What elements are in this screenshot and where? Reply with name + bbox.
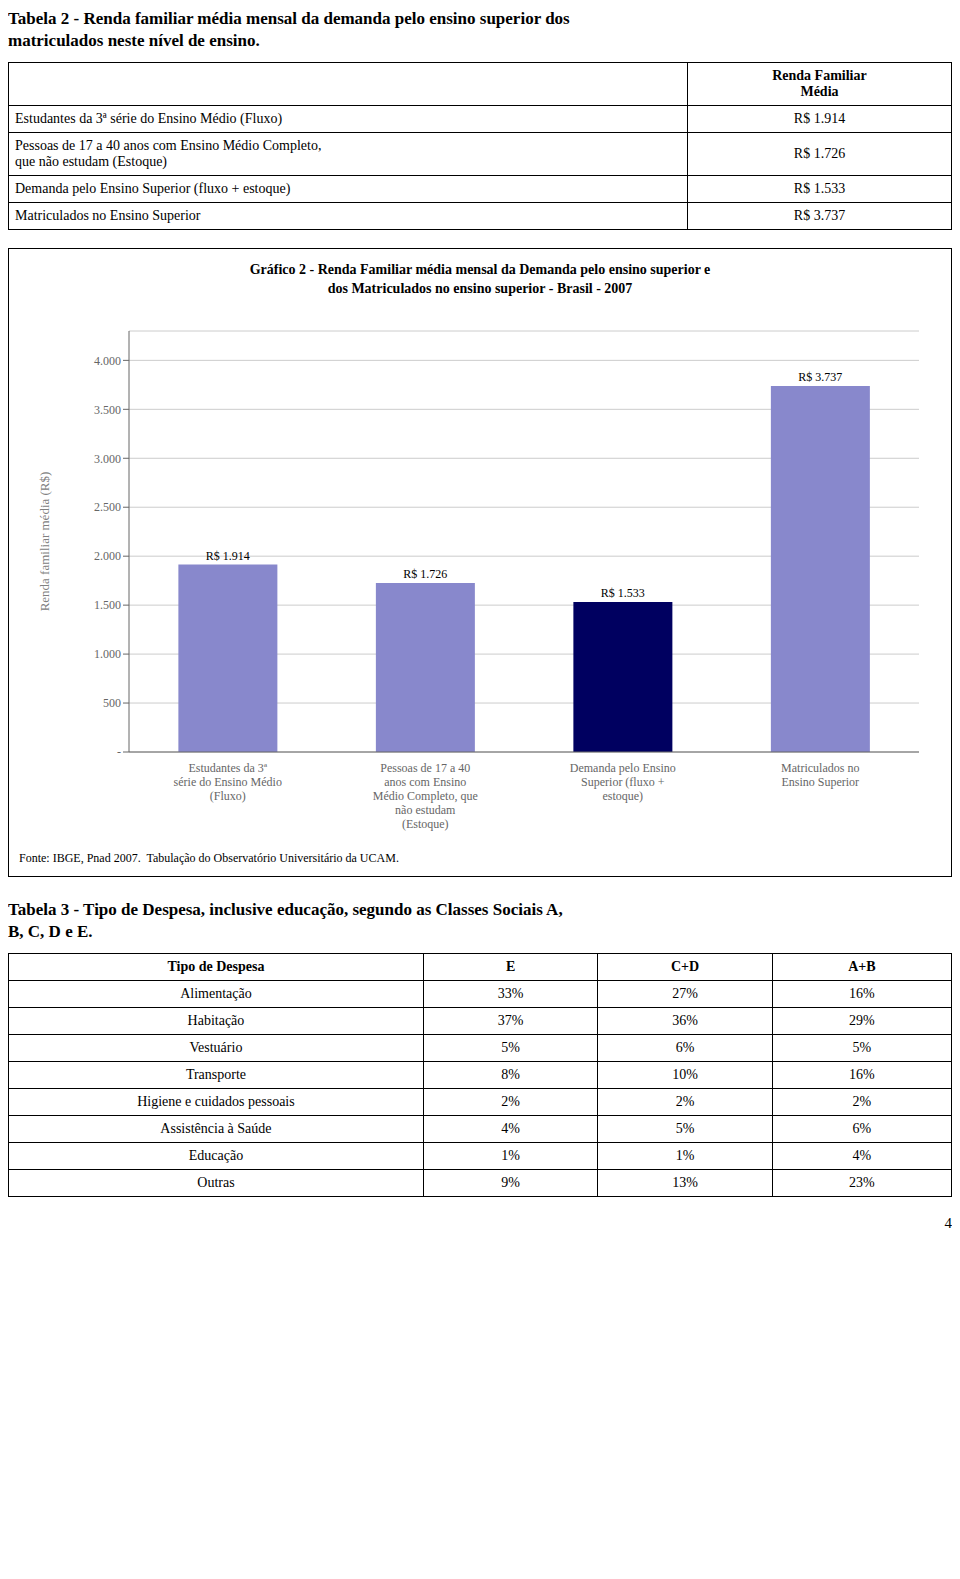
- html-text:4: 4: [944, 1215, 952, 1232]
- html-text:Outras: Outras: [197, 1175, 235, 1191]
- html-text:16%: 16%: [849, 986, 875, 1002]
- svg-text:2.000: 2.000: [94, 549, 121, 563]
- html-text:Pessoas de 17 a 40 anos com En: Pessoas de 17 a 40 anos com Ensino Médio…: [15, 138, 322, 170]
- svg-text:Estudantes da 3ªsérie do Ensin: Estudantes da 3ªsérie do Ensino Médio(Fl…: [174, 761, 282, 803]
- html-text:Tabela 2 - Renda familiar médi: Tabela 2 - Renda familiar média mensal d…: [8, 9, 570, 51]
- html-text:27%: 27%: [672, 986, 698, 1002]
- html-text:2%: 2%: [675, 1094, 695, 1110]
- html-text:13%: 13%: [672, 1175, 698, 1191]
- html-text:Vestuário: Vestuário: [189, 1040, 243, 1056]
- svg-text:2.500: 2.500: [94, 500, 121, 514]
- html-text:4%: 4%: [852, 1148, 872, 1164]
- html-text:29%: 29%: [849, 1013, 875, 1029]
- html-text:Demanda pelo Ensino Superior (: Demanda pelo Ensino Superior (fluxo + es…: [15, 181, 291, 197]
- html-text:Tabela 3 - Tipo de Despesa, in: Tabela 3 - Tipo de Despesa, inclusive ed…: [8, 900, 563, 942]
- html-text:5%: 5%: [675, 1121, 695, 1137]
- svg-text:Matriculados noEnsino Superior: Matriculados noEnsino Superior: [781, 761, 859, 789]
- html-text:5%: 5%: [501, 1040, 520, 1056]
- html-text:16%: 16%: [849, 1067, 875, 1083]
- svg-text:Pessoas de 17 a 40anos com Ens: Pessoas de 17 a 40anos com EnsinoMédio C…: [373, 761, 478, 831]
- html-text:8%: 8%: [501, 1067, 520, 1083]
- html-text:2%: 2%: [852, 1094, 872, 1110]
- svg-text:R$ 1.533: R$ 1.533: [601, 586, 645, 600]
- html-text:2%: 2%: [501, 1094, 520, 1110]
- html-text:4%: 4%: [501, 1121, 520, 1137]
- html-text:Higiene e cuidados pessoais: Higiene e cuidados pessoais: [137, 1094, 295, 1110]
- html-text:Transporte: Transporte: [185, 1067, 246, 1083]
- svg-text:-: -: [117, 745, 121, 759]
- html-text:Fonte: IBGE, Pnad 2007. Tabula: Fonte: IBGE, Pnad 2007. Tabulação do Obs…: [19, 851, 399, 865]
- html-text:R$ 1.726: R$ 1.726: [793, 146, 846, 162]
- html-text:Habitação: Habitação: [187, 1013, 245, 1029]
- html-text:Alimentação: Alimentação: [180, 986, 252, 1002]
- html-text:36%: 36%: [672, 1013, 698, 1029]
- html-text:33%: 33%: [497, 986, 524, 1002]
- html-text:Matriculados no Ensino Superio: Matriculados no Ensino Superior: [15, 208, 201, 224]
- html-text:37%: 37%: [497, 1013, 524, 1029]
- html-text:C+D: C+D: [671, 959, 700, 975]
- html-text:Gráfico 2 - Renda Familiar méd: Gráfico 2 - Renda Familiar média mensal …: [249, 262, 711, 278]
- svg-text:3.500: 3.500: [94, 403, 121, 417]
- html-text:E: E: [506, 959, 516, 975]
- html-text:5%: 5%: [852, 1040, 872, 1056]
- html-text:1%: 1%: [675, 1148, 695, 1164]
- svg-text:Demanda pelo EnsinoSuperior (f: Demanda pelo EnsinoSuperior (fluxo +esto…: [570, 761, 676, 803]
- svg-text:R$ 1.914: R$ 1.914: [206, 549, 250, 563]
- html-text:Tipo de Despesa: Tipo de Despesa: [167, 959, 265, 975]
- svg-text:1.000: 1.000: [94, 647, 121, 661]
- html-text:9%: 9%: [501, 1175, 520, 1191]
- html-text:Assistência à Saúde: Assistência à Saúde: [160, 1121, 272, 1137]
- html-text:23%: 23%: [849, 1175, 875, 1191]
- svg-text:R$ 3.737: R$ 3.737: [798, 370, 842, 384]
- html-text:R$ 1.914: R$ 1.914: [793, 111, 846, 127]
- svg-text:500: 500: [103, 696, 121, 710]
- html-text:R$ 3.737: R$ 3.737: [793, 208, 846, 224]
- html-text:6%: 6%: [675, 1040, 695, 1056]
- html-text:Educação: Educação: [188, 1148, 244, 1164]
- html-text:A+B: A+B: [848, 959, 876, 975]
- svg-text:Renda familiar média (R$): Renda familiar média (R$): [37, 472, 52, 612]
- html-text:Renda Familiar Média: Renda Familiar Média: [772, 68, 867, 100]
- svg-text:3.000: 3.000: [94, 452, 121, 466]
- html-text:dos Matriculados no ensino sup: dos Matriculados no ensino superior - Br…: [327, 281, 633, 297]
- html-text:Estudantes da 3ª série do Ensi: Estudantes da 3ª série do Ensino Médio (…: [15, 111, 283, 127]
- html-text:R$ 1.533: R$ 1.533: [793, 181, 846, 197]
- svg-text:R$ 1.726: R$ 1.726: [403, 567, 447, 581]
- html-text:10%: 10%: [672, 1067, 698, 1083]
- svg-text:4.000: 4.000: [94, 354, 121, 368]
- html-text:6%: 6%: [852, 1121, 872, 1137]
- svg-text:1.500: 1.500: [94, 598, 121, 612]
- html-text:1%: 1%: [501, 1148, 520, 1164]
